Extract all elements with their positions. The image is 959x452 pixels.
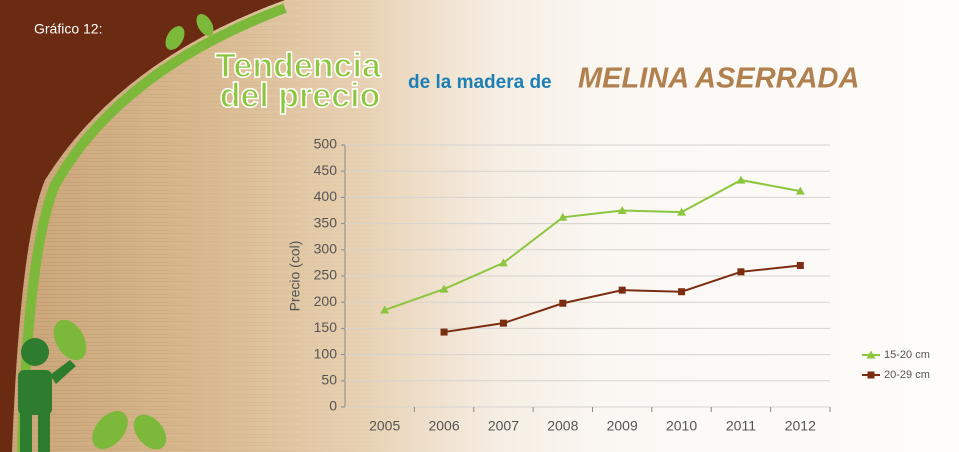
marker	[559, 300, 566, 307]
y-tick-label: 150	[314, 319, 338, 335]
x-tick-label: 2012	[785, 418, 816, 434]
y-tick-label: 50	[321, 372, 337, 388]
y-tick-label: 250	[314, 267, 338, 283]
x-tick-label: 2005	[369, 418, 400, 434]
marker	[500, 320, 507, 327]
y-tick-label: 0	[329, 398, 337, 414]
title-emphasis: MELINA ASERRADA	[578, 63, 859, 95]
page: Gráfico 12: Tendencia del precio de la m…	[0, 0, 959, 452]
x-tick-label: 2007	[488, 418, 519, 434]
x-tick-label: 2010	[666, 418, 697, 434]
y-tick-label: 100	[314, 345, 338, 361]
marker	[797, 262, 804, 269]
marker	[678, 288, 685, 295]
title-line: del precio	[220, 77, 381, 115]
marker	[736, 176, 745, 184]
marker	[868, 372, 875, 379]
y-tick-label: 350	[314, 214, 338, 230]
x-tick-label: 2009	[607, 418, 638, 434]
y-tick-label: 400	[314, 188, 338, 204]
legend-label: 20-29 cm	[884, 369, 930, 381]
figure-label: Gráfico 12:	[34, 21, 102, 37]
y-axis-label: Precio (col)	[287, 241, 303, 312]
y-tick-label: 500	[314, 136, 338, 152]
y-tick-label: 200	[314, 293, 338, 309]
legend-label: 15-20 cm	[884, 349, 930, 361]
chart: Gráfico 12: Tendencia del precio de la m…	[0, 0, 959, 452]
marker	[619, 287, 626, 294]
marker	[441, 329, 448, 336]
y-tick-label: 300	[314, 241, 338, 257]
subtitle: de la madera de	[408, 72, 552, 93]
x-tick-label: 2011	[726, 418, 756, 434]
x-tick-label: 2006	[428, 418, 459, 434]
y-tick-label: 450	[314, 162, 338, 178]
marker	[737, 268, 744, 275]
x-tick-label: 2008	[547, 418, 578, 434]
